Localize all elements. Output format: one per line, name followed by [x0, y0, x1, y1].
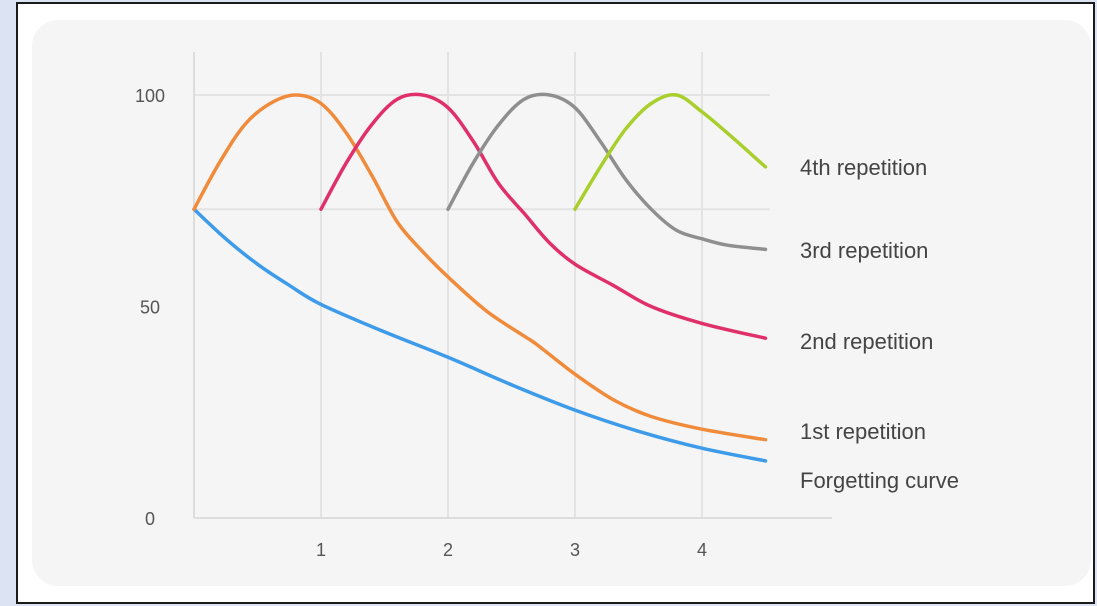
x-tick-label: 4	[697, 540, 707, 560]
y-tick-label: 50	[140, 298, 160, 318]
chart-panel	[32, 20, 1091, 586]
image-frame	[16, 2, 1095, 604]
2nd-repetition-label: 2nd repetition	[800, 329, 933, 354]
1st-repetition-label: 1st repetition	[800, 419, 926, 444]
3rd-repetition-label: 3rd repetition	[800, 238, 928, 263]
forgetting-curve-label: Forgetting curve	[800, 468, 959, 493]
y-tick-label: 100	[135, 86, 165, 106]
4th-repetition-line	[573, 92, 768, 211]
axis-layer: 0 50 100 1 2 3 4	[135, 52, 832, 560]
x-tick-label: 2	[443, 540, 453, 560]
y-tick-label: 0	[145, 509, 155, 529]
x-tick-label: 1	[316, 540, 326, 560]
forgetting-curve-line	[192, 207, 768, 463]
2nd-repetition-line	[319, 92, 768, 340]
1st-repetition-line	[192, 93, 768, 442]
series-layer	[192, 92, 768, 463]
label-layer: Forgetting curve 1st repetition 2nd repeti…	[800, 155, 959, 493]
3rd-repetition-line	[446, 92, 768, 252]
grid-layer	[194, 52, 770, 518]
4th-repetition-label: 4th repetition	[800, 155, 927, 180]
x-tick-label: 3	[570, 540, 580, 560]
